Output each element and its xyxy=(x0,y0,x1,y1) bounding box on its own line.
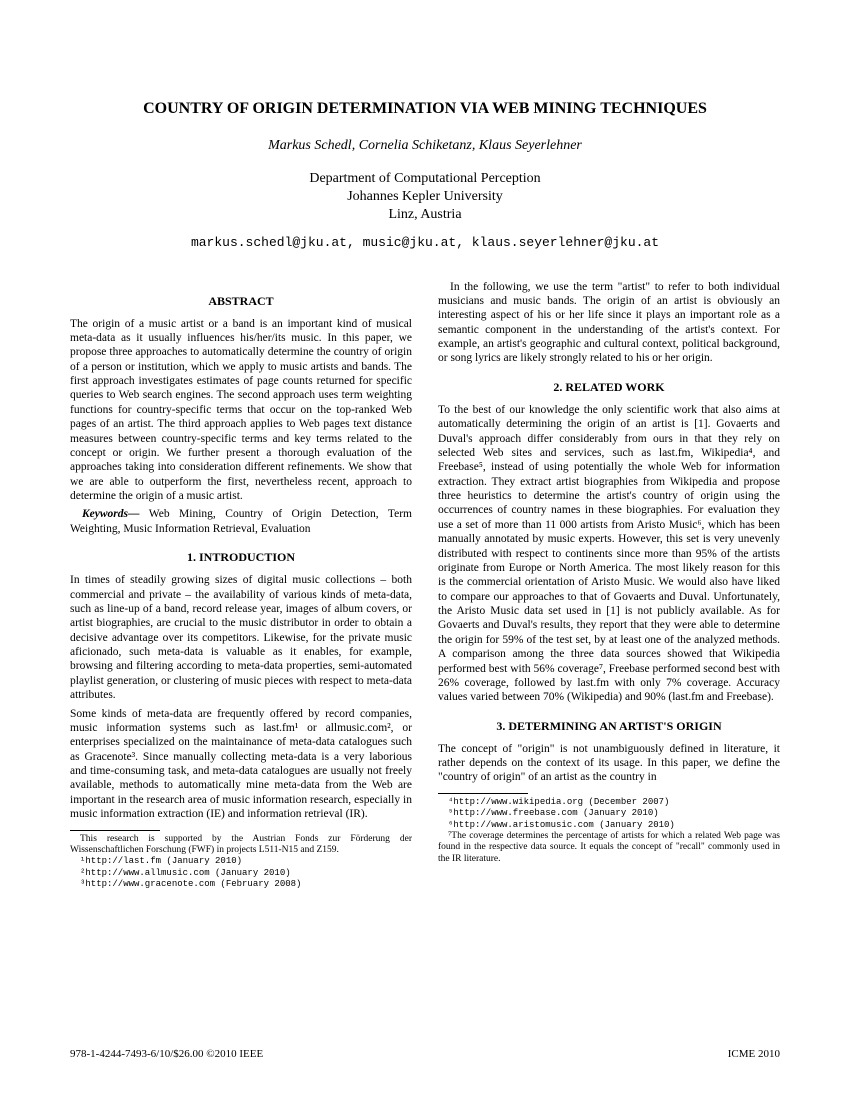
university: Johannes Kepler University xyxy=(347,189,503,204)
left-column: ABSTRACT The origin of a music artist or… xyxy=(70,280,412,891)
section-1-heading: 1. INTRODUCTION xyxy=(70,550,412,565)
author-emails: markus.schedl@jku.at, music@jku.at, klau… xyxy=(70,235,780,250)
footnote-4: ⁴http://www.wikipedia.org (December 2007… xyxy=(438,797,780,808)
two-column-body: ABSTRACT The origin of a music artist or… xyxy=(70,280,780,891)
footnote-ack: This research is supported by the Austri… xyxy=(70,834,412,857)
keywords-line: Keywords— Web Mining, Country of Origin … xyxy=(70,507,412,536)
paper-title: COUNTRY OF ORIGIN DETERMINATION VIA WEB … xyxy=(70,100,780,118)
right-column: In the following, we use the term "artis… xyxy=(438,280,780,891)
footnote-3: ³http://www.gracenote.com (February 2008… xyxy=(70,879,412,890)
city: Linz, Austria xyxy=(388,207,461,222)
authors: Markus Schedl, Cornelia Schiketanz, Klau… xyxy=(70,138,780,154)
footnote-5: ⁵http://www.freebase.com (January 2010) xyxy=(438,808,780,819)
section-1-para-2: Some kinds of meta-data are frequently o… xyxy=(70,707,412,822)
footer-conference: ICME 2010 xyxy=(728,1048,780,1060)
footnote-2: ²http://www.allmusic.com (January 2010) xyxy=(70,868,412,879)
page-footer: 978-1-4244-7493-6/10/$26.00 ©2010 IEEE I… xyxy=(70,1048,780,1060)
section-1-para-1: In times of steadily growing sizes of di… xyxy=(70,573,412,702)
affiliation: Department of Computational Perception J… xyxy=(70,170,780,225)
footnote-rule-right xyxy=(438,793,528,794)
footer-copyright: 978-1-4244-7493-6/10/$26.00 ©2010 IEEE xyxy=(70,1048,263,1060)
footnote-1: ¹http://last.fm (January 2010) xyxy=(70,856,412,867)
col2-intro-para: In the following, we use the term "artis… xyxy=(438,280,780,366)
footnote-rule-left xyxy=(70,830,160,831)
dept: Department of Computational Perception xyxy=(309,171,540,186)
keywords-label: Keywords— xyxy=(82,508,140,520)
section-3-para-1: The concept of "origin" is not unambiguo… xyxy=(438,742,780,785)
footnote-6: ⁶http://www.aristomusic.com (January 201… xyxy=(438,820,780,831)
abstract-heading: ABSTRACT xyxy=(70,294,412,309)
abstract-text: The origin of a music artist or a band i… xyxy=(70,317,412,504)
section-2-heading: 2. RELATED WORK xyxy=(438,380,780,395)
section-3-heading: 3. DETERMINING AN ARTIST'S ORIGIN xyxy=(438,719,780,734)
footnote-7: ⁷The coverage determines the percentage … xyxy=(438,831,780,865)
section-2-para-1: To the best of our knowledge the only sc… xyxy=(438,403,780,705)
page-container: COUNTRY OF ORIGIN DETERMINATION VIA WEB … xyxy=(0,0,850,941)
